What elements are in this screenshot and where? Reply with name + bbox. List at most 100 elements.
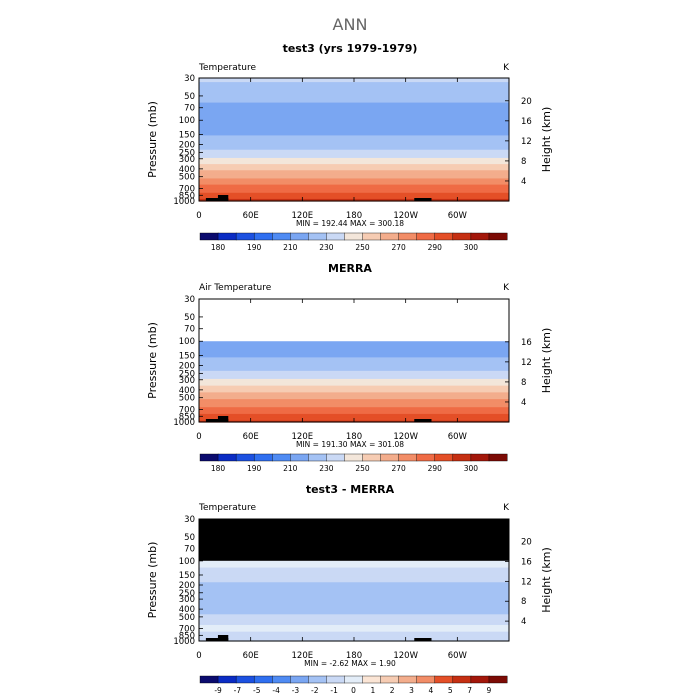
- y2-tick-label: 20: [521, 97, 532, 107]
- contour-band: [199, 92, 509, 95]
- contour-band: [199, 575, 509, 578]
- contour-band: [199, 392, 509, 395]
- y-axis-title: Pressure (mb): [146, 322, 159, 399]
- contour-band: [199, 98, 509, 102]
- contour-band: [199, 603, 509, 606]
- contour-band: [199, 104, 509, 108]
- contour-band: [199, 415, 509, 418]
- y2-tick-label: 4: [521, 177, 526, 187]
- contour-band: [199, 404, 509, 407]
- contour-band: [199, 612, 509, 615]
- x-tick-label: 60E: [243, 651, 259, 661]
- contour-band: [199, 110, 509, 114]
- terrain-mask: [217, 195, 229, 201]
- contour-band: [199, 361, 509, 364]
- contour-band: [199, 341, 509, 344]
- contour-band: [199, 568, 509, 571]
- colorbar-label: 300: [464, 243, 479, 252]
- contour-band: [199, 346, 509, 349]
- y2-tick-label: 16: [521, 557, 532, 567]
- y-tick-label: 300: [179, 155, 195, 165]
- x-tick-label: 60W: [448, 432, 468, 442]
- y-tick-label: 200: [179, 141, 195, 151]
- y-tick-label: 70: [184, 325, 195, 335]
- x-tick-label: 0: [196, 651, 201, 661]
- contour-band: [199, 622, 509, 625]
- contour-band: [199, 194, 509, 198]
- colorbar-swatch: [416, 232, 436, 241]
- contour-band: [199, 611, 509, 614]
- contour-band: [199, 377, 509, 380]
- variable-label: Temperature: [198, 63, 256, 73]
- contour-band: [199, 574, 509, 577]
- contour-band: [199, 114, 509, 118]
- y2-tick-label: 8: [521, 157, 526, 167]
- terrain-mask: [217, 416, 229, 422]
- contour-band: [199, 121, 509, 124]
- colorbar-swatch: [326, 232, 345, 241]
- y-tick-label: 200: [179, 362, 195, 372]
- contour-band: [199, 88, 509, 91]
- colorbar-swatch: [452, 675, 472, 684]
- y-tick-label: 30: [184, 74, 195, 84]
- colorbar-swatch: [308, 232, 327, 241]
- contour-band: [199, 602, 509, 605]
- colorbar-swatch: [488, 232, 508, 241]
- y2-tick-label: 8: [521, 597, 526, 607]
- contour-band: [199, 395, 509, 398]
- contour-band: [199, 182, 509, 186]
- colorbar-label: 290: [428, 464, 443, 473]
- contour-band: [199, 630, 509, 633]
- contour-band: [199, 403, 509, 406]
- x-tick-label: 180: [346, 651, 362, 661]
- colorbar-swatch: [326, 453, 345, 462]
- contour-band: [199, 610, 509, 613]
- colorbar-swatch: [290, 675, 309, 684]
- contour-band: [199, 393, 509, 396]
- panel-title: test3 - MERRA: [306, 483, 395, 496]
- contour-band: [199, 598, 509, 601]
- contour-band: [199, 627, 509, 630]
- colorbar-swatch: [434, 453, 454, 462]
- contour-band: [199, 596, 509, 599]
- contour-band: [199, 374, 509, 377]
- y-tick-label: 700: [179, 625, 195, 635]
- terrain-mask: [414, 198, 432, 201]
- y-tick-label: 400: [179, 386, 195, 396]
- terrain-mask: [414, 638, 432, 641]
- contour-band: [199, 143, 509, 147]
- contour-band: [199, 153, 509, 157]
- colorbar-swatch: [290, 453, 309, 462]
- y2-tick-label: 20: [521, 538, 532, 548]
- x-tick-label: 120E: [292, 651, 314, 661]
- variable-label: Air Temperature: [199, 283, 272, 293]
- colorbar-label: -5: [253, 686, 261, 695]
- x-tick-label: 120W: [393, 651, 418, 661]
- contour-band: [199, 635, 509, 638]
- y-tick-label: 100: [179, 557, 195, 567]
- contour-band: [199, 591, 509, 594]
- colorbar-label: 180: [211, 243, 226, 252]
- colorbar-swatch: [217, 675, 237, 684]
- colorbar-swatch: [253, 453, 273, 462]
- colorbar-swatch: [199, 675, 219, 684]
- contour-band: [199, 391, 509, 393]
- contour-band: [199, 180, 509, 184]
- contour-band: [199, 358, 509, 361]
- contour-band: [199, 604, 509, 607]
- contour-band: [199, 112, 509, 116]
- contour-band: [199, 172, 509, 175]
- terrain-mask: [205, 638, 229, 641]
- contour-band: [199, 564, 509, 567]
- contour-band: [199, 599, 509, 602]
- contour-band: [199, 366, 509, 369]
- contour-band: [199, 416, 509, 419]
- contour-band: [199, 184, 509, 188]
- colorbar-swatch: [362, 232, 382, 241]
- contour-band: [199, 634, 509, 637]
- contour-band: [199, 353, 509, 356]
- colorbar-label: 290: [428, 243, 443, 252]
- contour-band: [199, 82, 509, 85]
- colorbar-swatch: [452, 453, 472, 462]
